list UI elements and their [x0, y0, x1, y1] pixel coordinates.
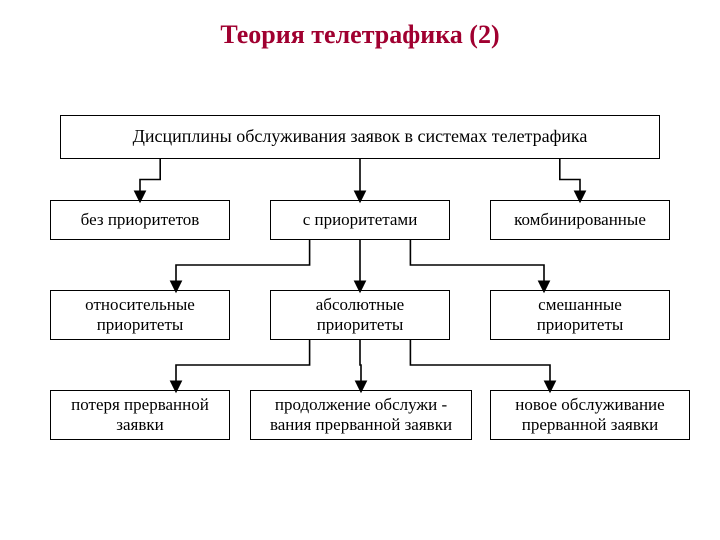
edge-b2-c3	[410, 340, 550, 390]
edge-b2-c2	[360, 340, 361, 390]
node-c1: потеря прерванной заявки	[50, 390, 230, 440]
node-root: Дисциплины обслуживания заявок в система…	[60, 115, 660, 159]
node-a3: комбинированные	[490, 200, 670, 240]
diagram-edges-layer	[0, 0, 720, 540]
page-title: Теория телетрафика (2)	[0, 20, 720, 50]
node-c3: новое обслуживание прерванной заявки	[490, 390, 690, 440]
edge-a2-b1	[176, 240, 310, 290]
node-b1: относительные приоритеты	[50, 290, 230, 340]
node-a2: с приоритетами	[270, 200, 450, 240]
edge-a2-b3	[410, 240, 544, 290]
node-c2: продолжение обслужи - вания прерванной з…	[250, 390, 472, 440]
node-a1: без приоритетов	[50, 200, 230, 240]
edge-root-a1	[140, 159, 160, 200]
edge-root-a3	[560, 159, 580, 200]
node-b3: смешанные приоритеты	[490, 290, 670, 340]
node-b2: абсолютные приоритеты	[270, 290, 450, 340]
edge-b2-c1	[176, 340, 310, 390]
